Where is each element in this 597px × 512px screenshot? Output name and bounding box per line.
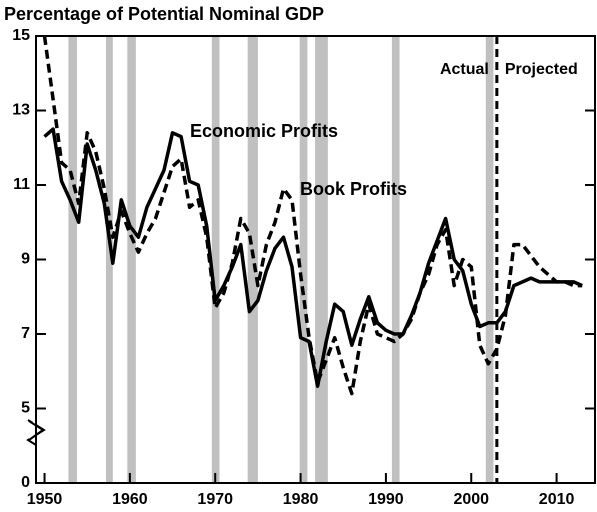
annotation: Projected	[505, 61, 578, 78]
plot-area	[68, 36, 494, 483]
x-tick-label: 1950	[27, 491, 63, 508]
recession-bar	[211, 36, 220, 483]
y-tick-label: 11	[13, 176, 30, 193]
axis-break-zigzag	[28, 420, 45, 441]
x-tick-label: 2010	[539, 491, 575, 508]
x-tick-label: 1990	[368, 491, 404, 508]
series-line	[43, 127, 583, 388]
y-tick-label: 13	[12, 102, 30, 119]
recession-bar	[485, 36, 494, 483]
y-tick-label: 5	[21, 400, 30, 417]
recession-bar	[299, 36, 308, 483]
x-tick-label: 1960	[112, 491, 148, 508]
y-tick-label: 0	[21, 474, 30, 491]
y-tick-label: 9	[21, 251, 30, 268]
chart-title: Percentage of Potential Nominal GDP	[4, 4, 324, 24]
series-line	[42, 35, 583, 396]
y-tick-label: 15	[12, 27, 30, 44]
recession-bar	[247, 36, 258, 483]
recession-bar	[315, 36, 328, 483]
recession-bar	[68, 36, 77, 483]
x-tick-label: 1970	[197, 491, 233, 508]
y-tick-label: 7	[21, 325, 30, 342]
series-label: Economic Profits	[190, 121, 338, 141]
series-label: Book Profits	[300, 179, 407, 199]
recession-bar	[105, 36, 113, 483]
x-tick-label: 1980	[283, 491, 319, 508]
x-tick-label: 2000	[453, 491, 489, 508]
recession-bar	[127, 36, 136, 483]
annotation: Actual	[440, 61, 489, 78]
recession-bar	[391, 36, 400, 483]
axis-break-gap	[29, 422, 35, 440]
